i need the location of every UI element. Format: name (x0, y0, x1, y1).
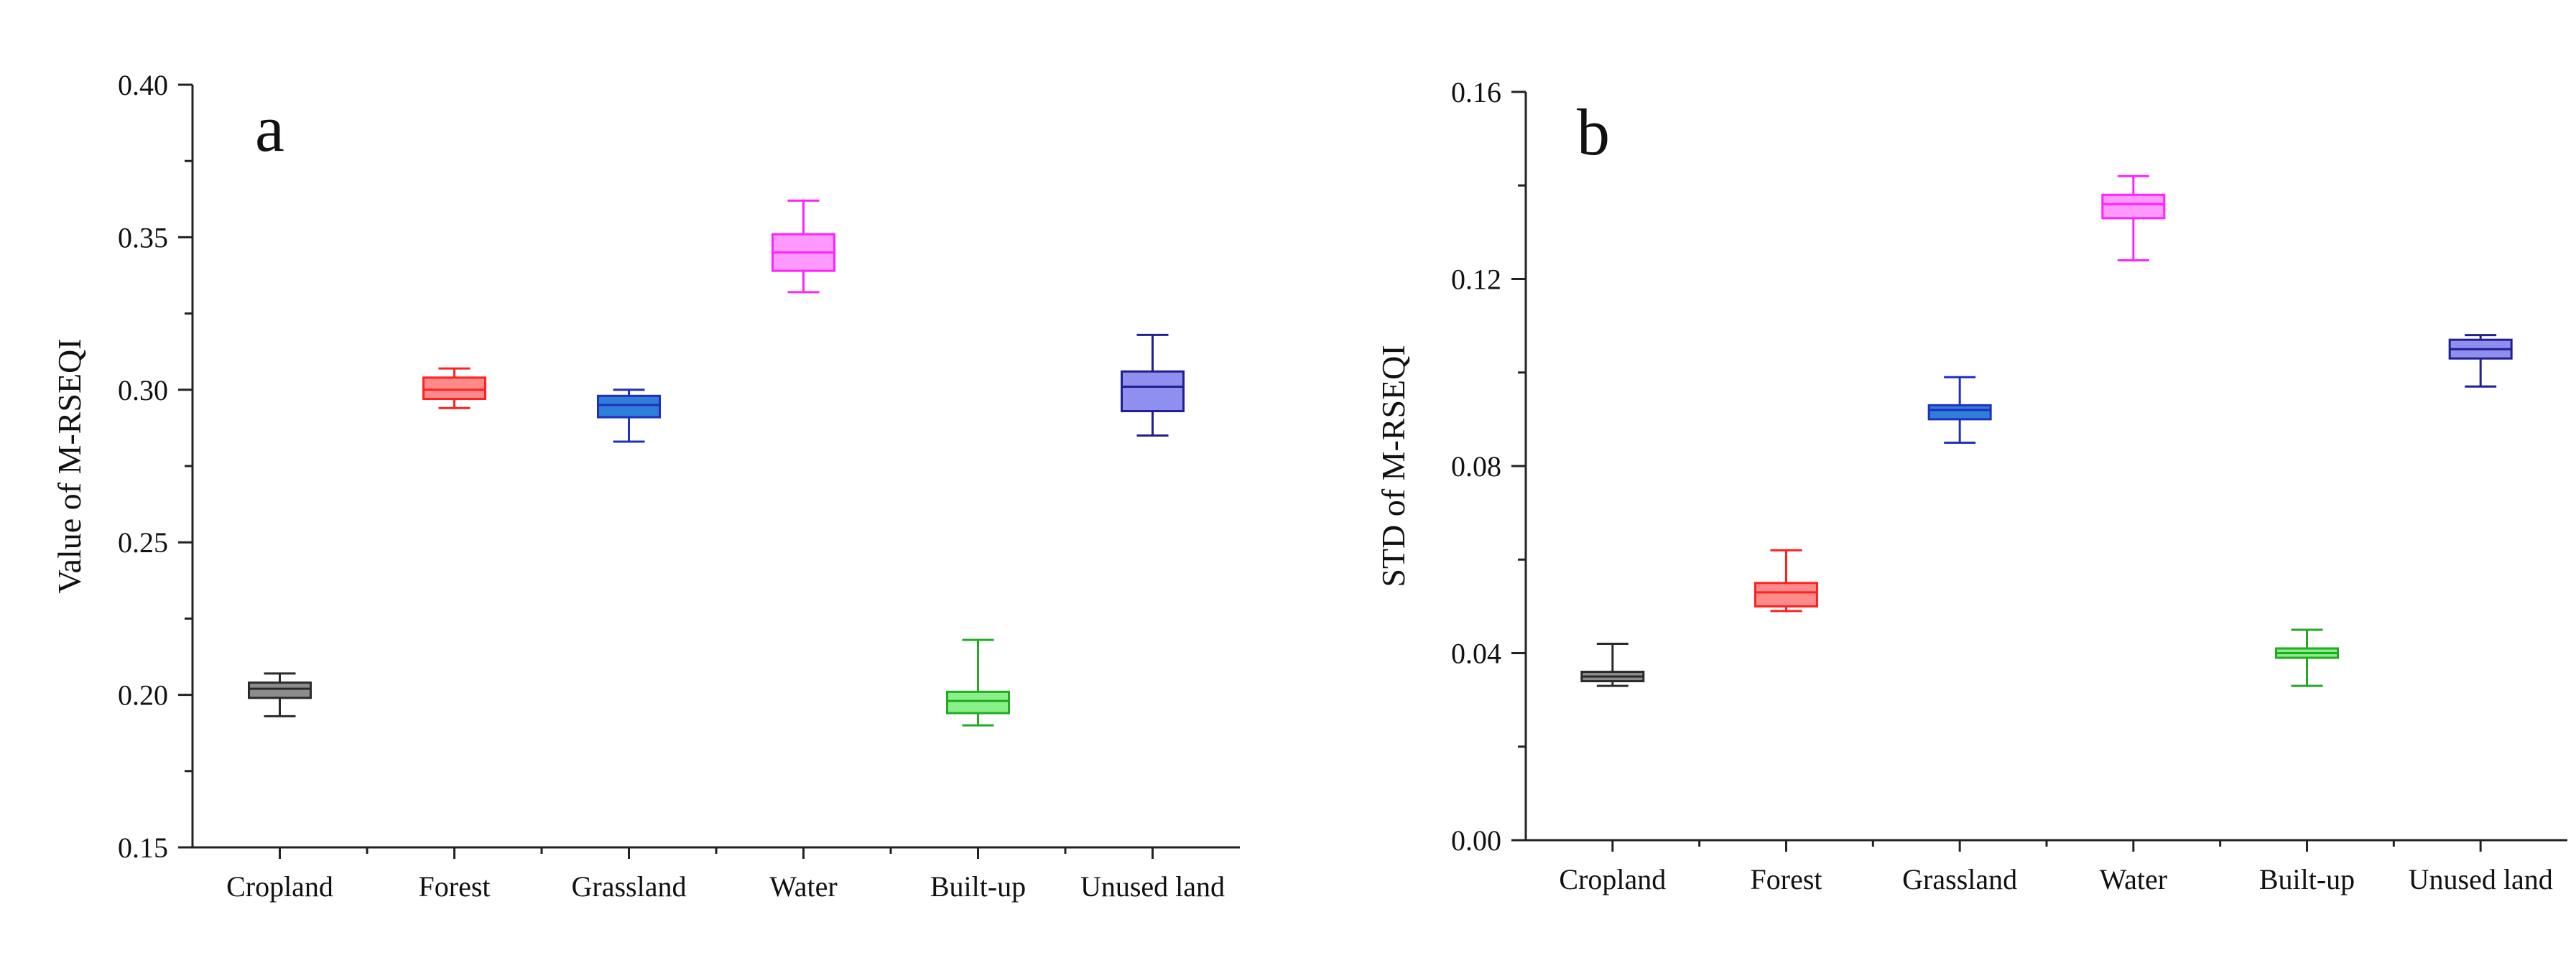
box-iqr (2101, 193, 2166, 220)
y-tick-label: 0.16 (1451, 76, 1501, 108)
box-cropland (1580, 642, 1645, 687)
x-tick-label: Grassland (1902, 863, 2017, 895)
box-water (772, 199, 835, 294)
x-tick-label: Water (2100, 863, 2168, 895)
box-built-up (946, 638, 1010, 727)
box-iqr (946, 690, 1010, 715)
y-tick-label: 0.30 (118, 374, 168, 406)
panel-label: b (1577, 96, 1610, 169)
box-grassland (597, 388, 661, 443)
y-tick-label: 0.00 (1451, 824, 1501, 857)
box-unused-land (2448, 334, 2513, 388)
box-iqr (1927, 404, 1992, 421)
x-tick-label: Cropland (1559, 863, 1666, 895)
box-iqr (248, 681, 312, 699)
box-forest (422, 367, 486, 409)
box-water (2101, 174, 2166, 261)
box-built-up (2275, 628, 2339, 687)
box-iqr (1754, 582, 1818, 608)
y-tick-label: 0.35 (118, 221, 168, 253)
x-tick-label: Water (769, 870, 838, 903)
x-tick-label: Cropland (226, 870, 333, 903)
x-tick-label: Forest (1751, 863, 1822, 895)
y-tick-label: 0.15 (118, 832, 168, 864)
x-tick-label: Built-up (2259, 863, 2355, 895)
box-forest (1754, 549, 1818, 613)
x-tick-label: Built-up (930, 870, 1026, 903)
panel-a-chart: 0.15 0.20 0.25 0.30 0.35 0.40 Cropland Forest Gr… (51, 69, 1240, 903)
y-tick-label: 0.40 (118, 69, 168, 101)
box-iqr (422, 376, 486, 401)
panel-label: a (255, 92, 284, 165)
box-iqr (1121, 370, 1185, 413)
y-tick-label: 0.20 (118, 679, 168, 712)
panel-b-chart: 0.00 0.04 0.08 0.12 0.16 Cropland Forest Grassl… (1375, 76, 2567, 895)
y-tick-label: 0.04 (1451, 638, 1501, 670)
x-tick-label: Unused land (1080, 870, 1225, 903)
y-axis-label: Value of M-RSEQI (51, 338, 88, 593)
y-tick-label: 0.12 (1451, 264, 1501, 296)
y-tick-label: 0.08 (1451, 450, 1501, 483)
y-tick-label: 0.25 (118, 526, 168, 559)
box-grassland (1927, 376, 1992, 444)
x-tick-label: Unused land (2409, 863, 2553, 895)
box-cropland (248, 672, 312, 717)
y-axis-label: STD of M-RSEQI (1375, 345, 1412, 587)
x-tick-label: Grassland (572, 870, 687, 903)
box-unused-land (1121, 333, 1185, 437)
box-iqr (597, 394, 661, 419)
x-tick-label: Forest (419, 870, 491, 903)
